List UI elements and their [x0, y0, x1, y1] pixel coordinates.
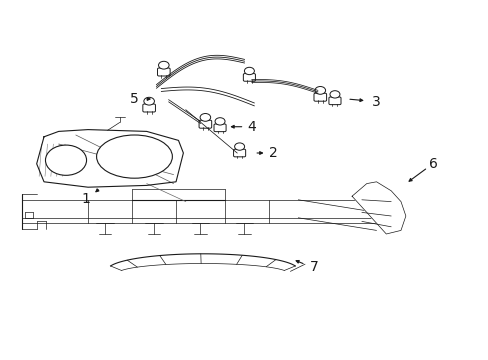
Circle shape — [314, 86, 325, 94]
Circle shape — [200, 113, 210, 121]
Polygon shape — [37, 130, 183, 187]
Text: 5: 5 — [130, 92, 139, 106]
Text: 4: 4 — [247, 120, 256, 134]
Ellipse shape — [97, 135, 172, 178]
Circle shape — [158, 61, 169, 69]
Text: 3: 3 — [371, 95, 380, 108]
FancyBboxPatch shape — [328, 97, 340, 105]
Circle shape — [143, 97, 154, 105]
FancyBboxPatch shape — [243, 73, 255, 81]
FancyBboxPatch shape — [233, 149, 245, 157]
Polygon shape — [351, 182, 405, 234]
Circle shape — [215, 118, 224, 125]
Circle shape — [45, 145, 86, 175]
Text: 1: 1 — [81, 192, 90, 206]
FancyBboxPatch shape — [157, 68, 170, 76]
FancyBboxPatch shape — [199, 120, 211, 128]
Circle shape — [234, 143, 244, 150]
Polygon shape — [110, 254, 295, 270]
FancyBboxPatch shape — [313, 93, 326, 101]
Circle shape — [244, 67, 254, 75]
Text: 7: 7 — [309, 260, 318, 274]
FancyBboxPatch shape — [142, 104, 155, 112]
Text: 2: 2 — [269, 146, 278, 160]
FancyBboxPatch shape — [214, 124, 225, 132]
Circle shape — [329, 91, 339, 98]
Text: 6: 6 — [428, 157, 437, 171]
